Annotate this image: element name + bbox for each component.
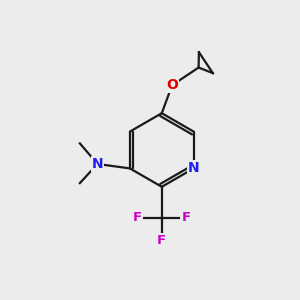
Text: F: F <box>133 211 142 224</box>
Text: N: N <box>188 161 200 176</box>
Text: O: O <box>166 78 178 92</box>
Text: F: F <box>157 234 166 247</box>
Text: N: N <box>92 157 103 171</box>
Text: F: F <box>182 211 190 224</box>
